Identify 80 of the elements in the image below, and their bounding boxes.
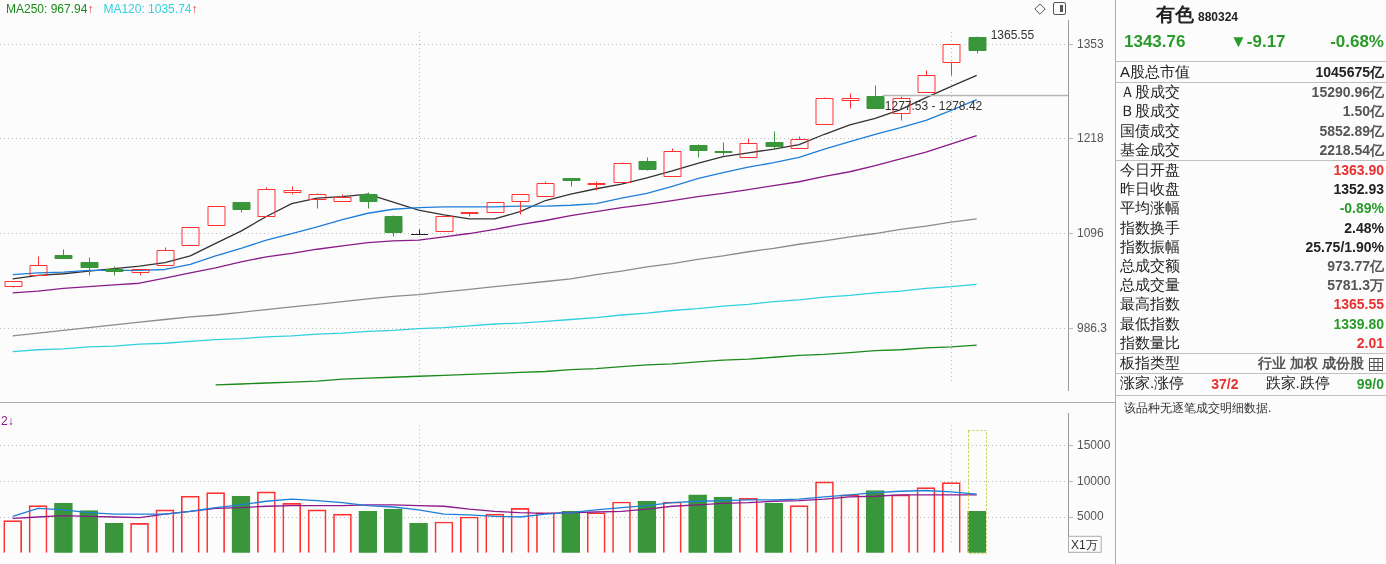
bar	[865, 490, 885, 553]
text: 2.48%	[1344, 219, 1384, 236]
candlestick	[4, 281, 23, 287]
text: 跌家.跌停	[1265, 374, 1330, 394]
text: Ｂ股成交	[1120, 102, 1180, 122]
text: 1339.80	[1333, 315, 1384, 332]
candlestick	[511, 194, 530, 215]
text: 今日开盘	[1120, 161, 1180, 180]
bar	[688, 494, 707, 553]
bar	[358, 510, 378, 553]
candlestick	[435, 216, 454, 232]
text: 99/0	[1356, 375, 1384, 392]
text: 昨日收盘	[1120, 180, 1180, 200]
text: 板指类型	[1120, 354, 1180, 373]
y-tick-label: 1218	[1077, 131, 1105, 145]
text: MA120: 1035.74↑	[103, 2, 198, 16]
text: ▼-9.17	[1230, 32, 1286, 52]
text: 总成交额	[1120, 257, 1180, 276]
text: 行业 加权 成份股	[1258, 355, 1364, 373]
text: 973.77亿	[1327, 258, 1384, 276]
candlestick	[841, 93, 860, 109]
bar	[637, 500, 657, 553]
bar	[561, 510, 581, 553]
text: 国债成交	[1120, 121, 1180, 141]
bar	[231, 495, 251, 553]
bar	[968, 430, 987, 555]
bar	[409, 523, 428, 553]
text: 总成交量	[1120, 276, 1180, 296]
text: 平均涨幅	[1120, 199, 1180, 219]
y-tick-label: 15000	[1077, 437, 1111, 452]
candlestick	[181, 227, 200, 246]
text: 1365.55	[1333, 296, 1384, 313]
text: 1343.76	[1124, 32, 1186, 52]
bar	[764, 503, 784, 553]
y-tick-label: 10000	[1077, 473, 1111, 488]
annotation: 2↓	[1, 413, 14, 428]
y-tick-label: 986.3	[1077, 320, 1108, 335]
text: 2.01	[1356, 334, 1384, 351]
text: 指数量比	[1120, 333, 1180, 353]
text: 指数振幅	[1120, 237, 1180, 257]
text: 1352.93	[1333, 181, 1384, 198]
text: 880324	[1198, 10, 1239, 24]
text: 1365.55	[990, 28, 1035, 43]
text: 有色	[1156, 4, 1194, 25]
text: 15290.96亿	[1311, 84, 1384, 103]
y-tick-label: 1096	[1077, 225, 1105, 240]
text: 最低指数	[1120, 314, 1180, 334]
bar	[383, 508, 403, 553]
candlestick	[308, 194, 327, 209]
text: 最高指数	[1120, 295, 1180, 315]
bar	[54, 503, 73, 553]
text: 37/2	[1211, 375, 1239, 392]
text: 1363.90	[1333, 162, 1384, 178]
text: Ａ股成交	[1120, 83, 1180, 103]
candlestick	[460, 212, 479, 217]
candlestick	[486, 202, 505, 213]
text: -0.89%	[1339, 200, 1384, 217]
candlestick	[131, 269, 150, 276]
text: -0.68%	[1330, 32, 1384, 52]
text: 2218.54亿	[1319, 141, 1384, 160]
text: 5781.3万	[1327, 277, 1384, 296]
bar	[967, 510, 987, 553]
y-tick-label: 5000	[1077, 509, 1105, 524]
text: 该品种无逐笔成交明细数据.	[1124, 399, 1272, 417]
y-axis-title: X1万	[1071, 538, 1098, 553]
y-tick-label: 1353	[1077, 36, 1105, 51]
text: 涨家.涨停	[1120, 374, 1185, 394]
text: 1.50亿	[1342, 103, 1384, 122]
bar	[104, 523, 124, 553]
bar	[713, 496, 733, 553]
text: A股总市值	[1120, 63, 1191, 82]
text: 指数换手	[1120, 218, 1180, 238]
candlestick	[942, 44, 961, 76]
text: 25.75/1.90%	[1305, 238, 1384, 255]
candlestick	[207, 206, 226, 226]
text: 1045675亿	[1315, 64, 1384, 82]
text: MA250: 967.94↑	[6, 2, 94, 16]
text: 基金成交	[1120, 140, 1180, 160]
bar	[79, 510, 99, 553]
text: 5852.89亿	[1319, 122, 1384, 141]
